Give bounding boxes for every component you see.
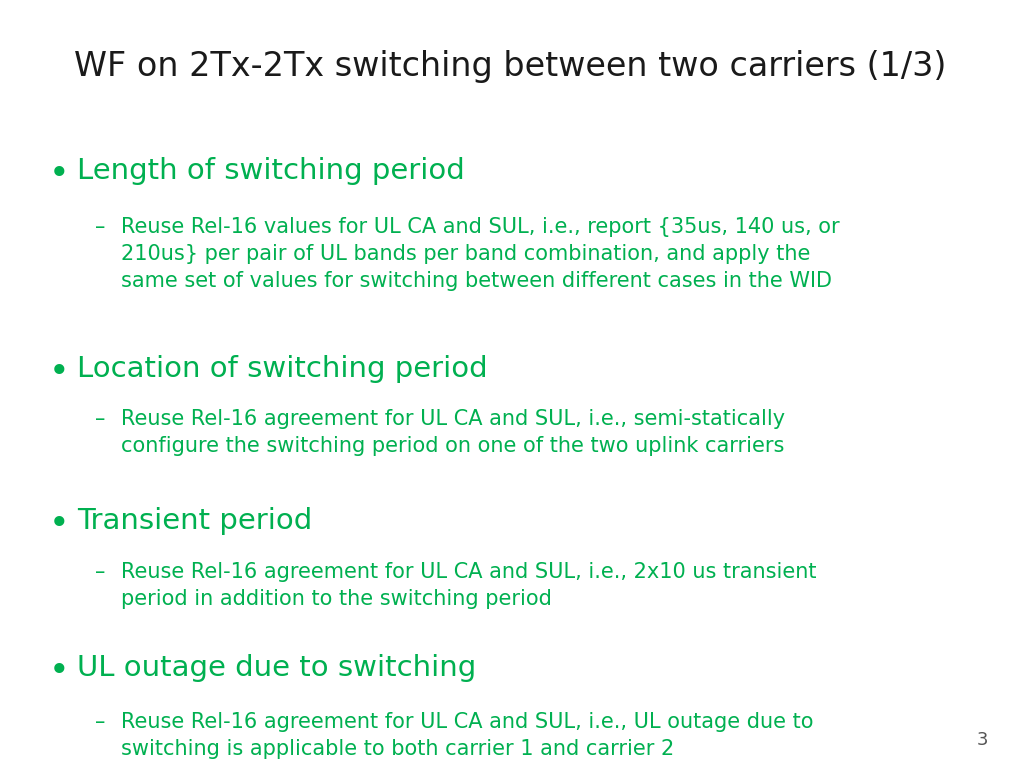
Text: •: • bbox=[49, 507, 70, 541]
Text: –: – bbox=[95, 562, 105, 582]
Text: Location of switching period: Location of switching period bbox=[77, 355, 487, 382]
Text: –: – bbox=[95, 409, 105, 429]
Text: •: • bbox=[49, 654, 70, 688]
Text: –: – bbox=[95, 217, 105, 237]
Text: Reuse Rel-16 values for UL CA and SUL, i.e., report {35us, 140 us, or
210us} per: Reuse Rel-16 values for UL CA and SUL, i… bbox=[121, 217, 840, 291]
Text: •: • bbox=[49, 355, 70, 389]
Text: Reuse Rel-16 agreement for UL CA and SUL, i.e., semi-statically
configure the sw: Reuse Rel-16 agreement for UL CA and SUL… bbox=[121, 409, 785, 455]
Text: Length of switching period: Length of switching period bbox=[77, 157, 465, 185]
Text: UL outage due to switching: UL outage due to switching bbox=[77, 654, 476, 682]
Text: •: • bbox=[49, 157, 70, 191]
Text: 3: 3 bbox=[977, 731, 988, 749]
Text: Reuse Rel-16 agreement for UL CA and SUL, i.e., UL outage due to
switching is ap: Reuse Rel-16 agreement for UL CA and SUL… bbox=[121, 712, 813, 759]
Text: –: – bbox=[95, 712, 105, 732]
Text: WF on 2Tx-2Tx switching between two carriers (1/3): WF on 2Tx-2Tx switching between two carr… bbox=[74, 50, 946, 83]
Text: Reuse Rel-16 agreement for UL CA and SUL, i.e., 2x10 us transient
period in addi: Reuse Rel-16 agreement for UL CA and SUL… bbox=[121, 562, 816, 609]
Text: Transient period: Transient period bbox=[77, 507, 312, 535]
